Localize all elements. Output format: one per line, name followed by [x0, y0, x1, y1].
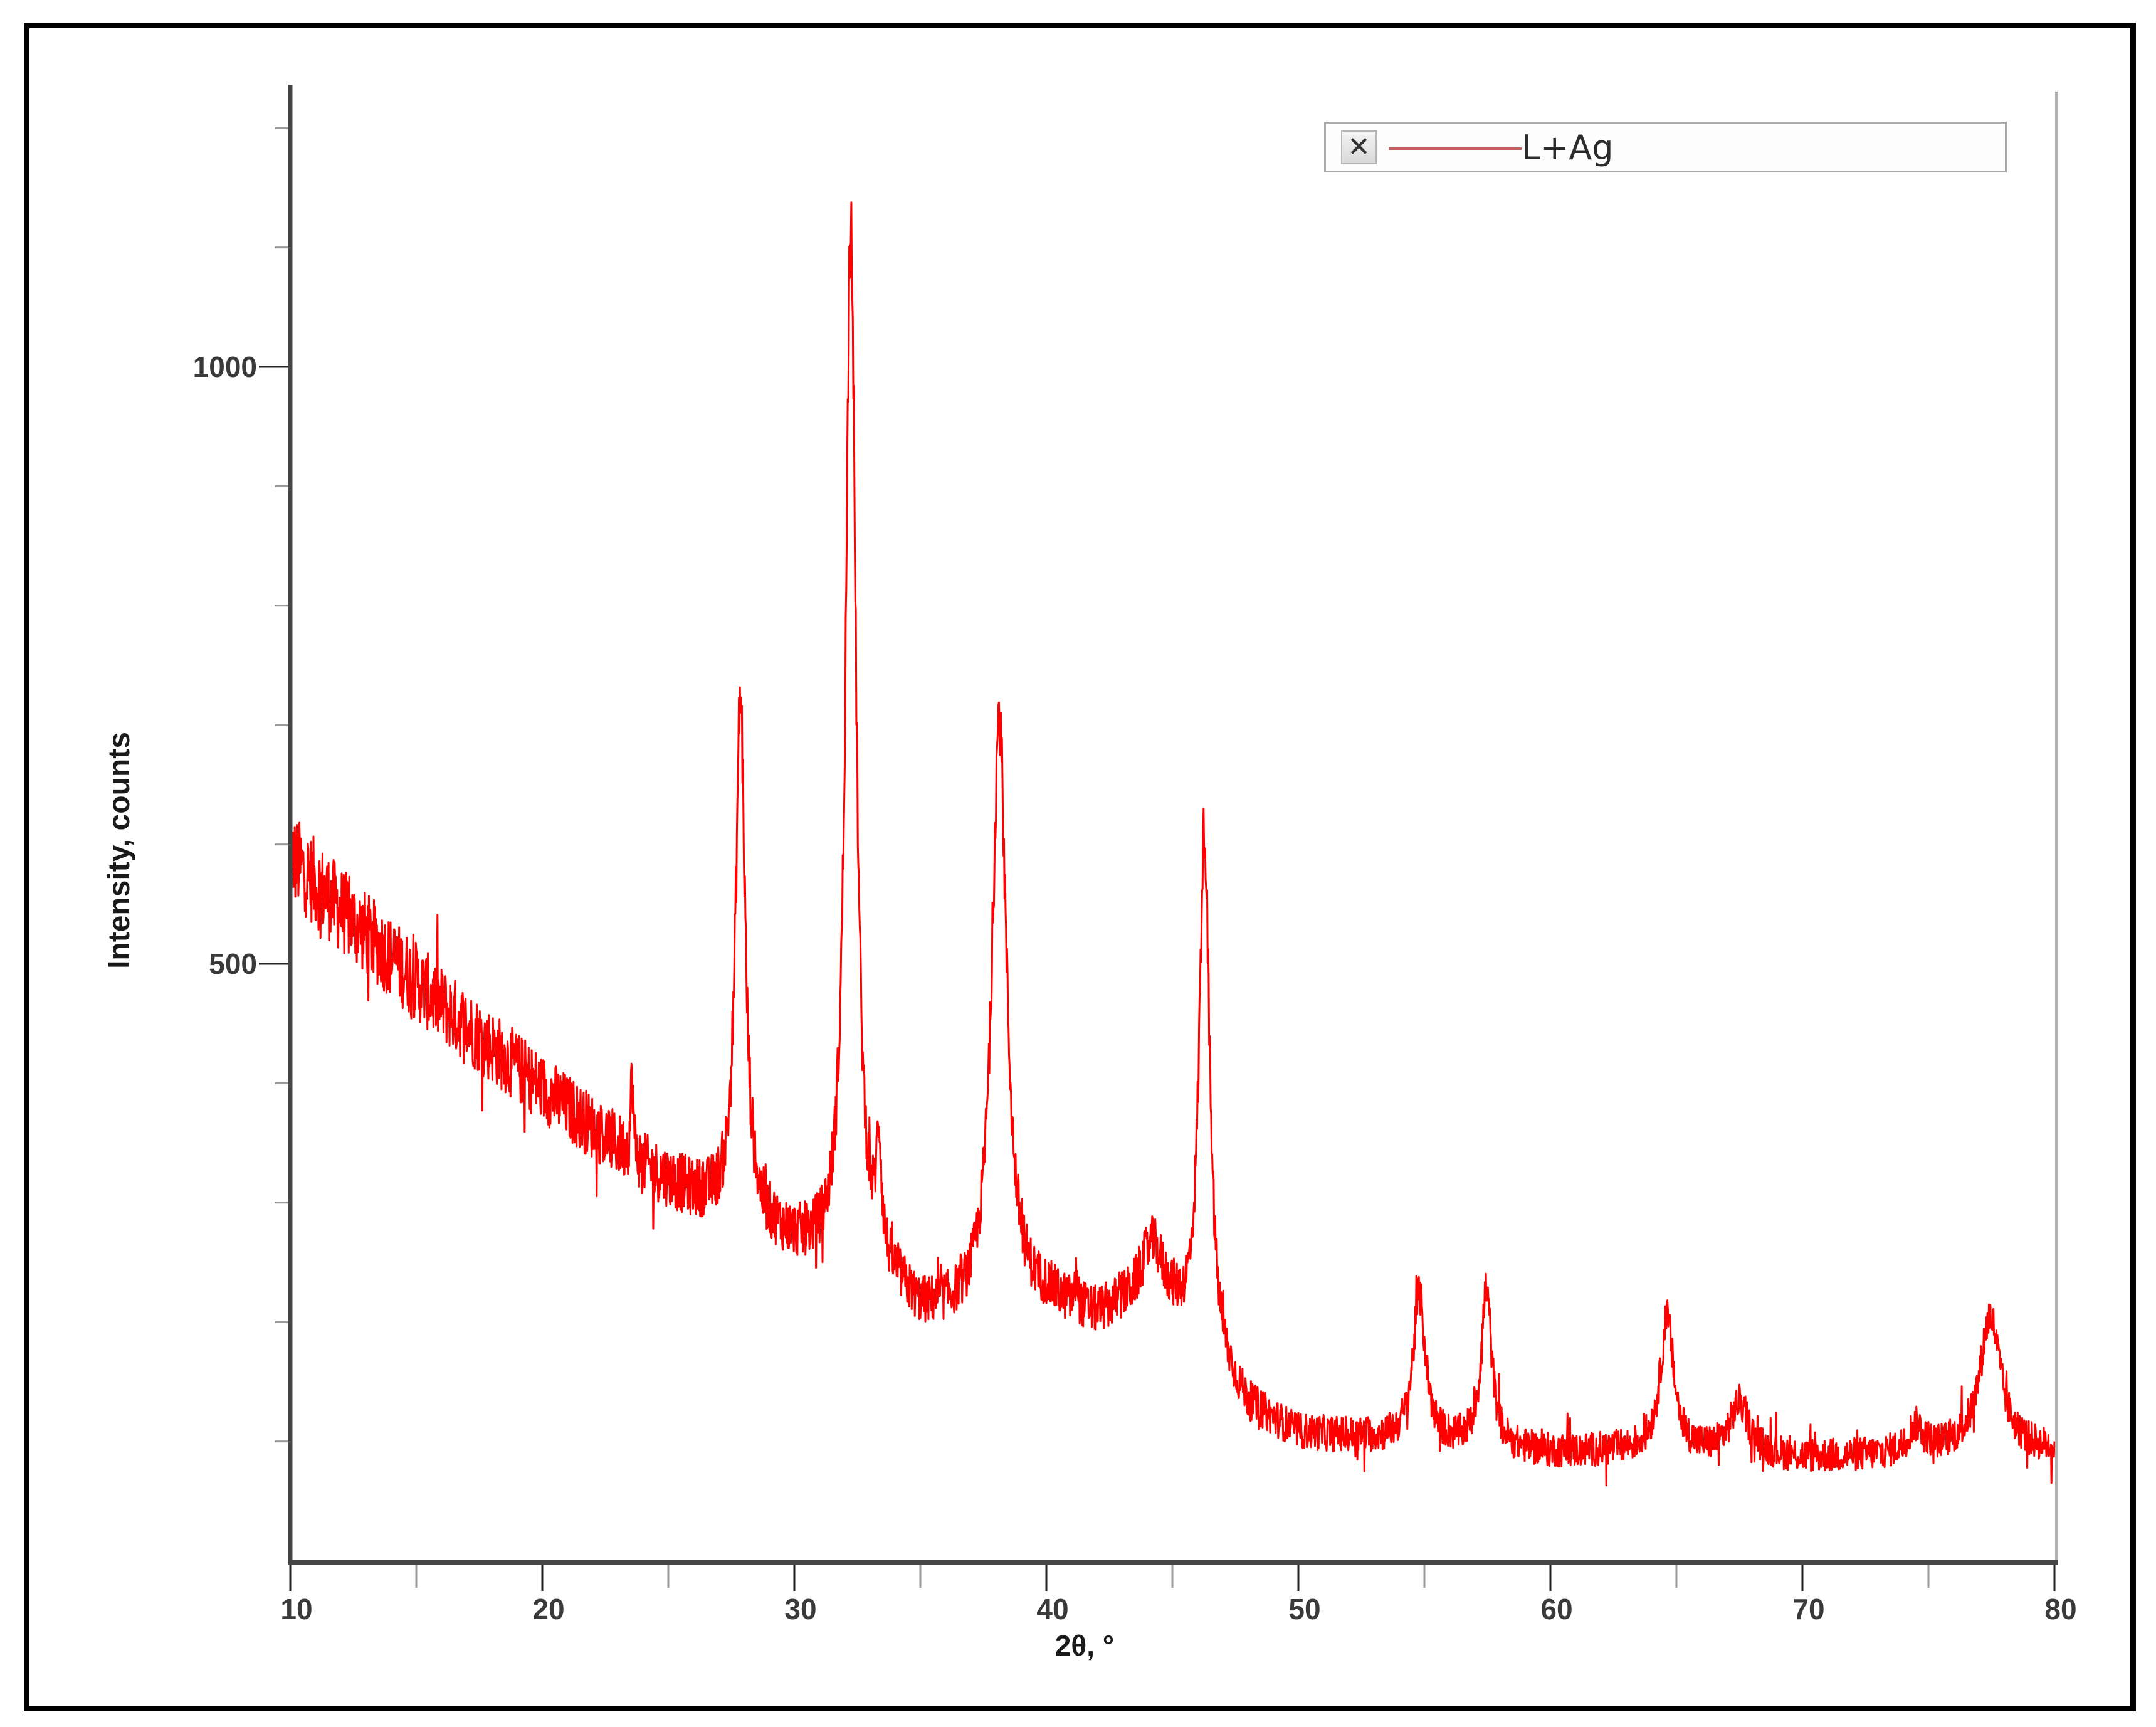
x-tick-label: 30: [784, 1593, 816, 1625]
x-tick-label: 20: [532, 1593, 564, 1625]
y-axis-major-ticks: 500 1000: [193, 351, 290, 980]
legend: ✕ L+Ag: [1324, 122, 2007, 172]
x-axis-title: 2θ, °: [1055, 1629, 1114, 1662]
x-tick-label: 80: [2044, 1593, 2076, 1625]
x-tick-label: 50: [1288, 1593, 1320, 1625]
close-icon: ✕: [1347, 131, 1370, 163]
x-tick-label: 10: [280, 1593, 312, 1625]
legend-line-swatch: [1389, 147, 1522, 150]
y-tick-label: 1000: [193, 351, 257, 383]
x-tick-label: 70: [1792, 1593, 1824, 1625]
x-axis-ticks: 10 20 30 40 50 60 70 80: [280, 1563, 2077, 1625]
legend-label: L+Ag: [1522, 128, 1614, 167]
y-axis-minor-ticks: [275, 127, 290, 1443]
legend-close-button[interactable]: ✕: [1341, 130, 1377, 164]
y-axis-title: Intensity, counts: [103, 732, 136, 969]
series-line-l-ag: [289, 201, 2056, 1487]
x-tick-label: 60: [1540, 1593, 1572, 1625]
figure-frame: [24, 23, 2136, 1711]
y-tick-label: 500: [209, 948, 257, 980]
x-tick-label: 40: [1036, 1593, 1068, 1625]
